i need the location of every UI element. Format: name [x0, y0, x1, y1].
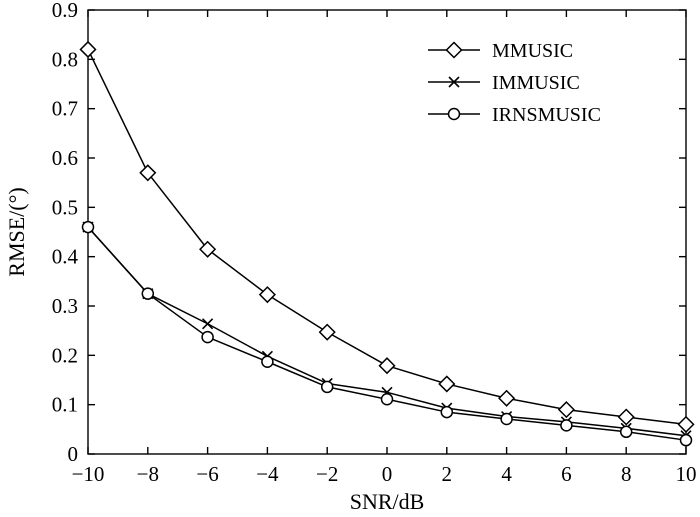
x-tick-label: 2: [442, 462, 453, 486]
x-tick-label: 8: [621, 462, 632, 486]
data-point-diamond: [258, 286, 276, 304]
data-point-circle: [141, 287, 155, 300]
legend-entry: MMUSIC: [428, 40, 573, 62]
data-point-circle: [261, 355, 274, 368]
y-tick-label: 0.5: [52, 195, 78, 219]
plot-area-frame: [87, 9, 687, 455]
data-point-circle: [201, 330, 214, 344]
legend-entry: IMMUSIC: [428, 72, 580, 94]
data-point-diamond: [318, 323, 336, 341]
cross-stroke: [448, 76, 460, 88]
data-point-cross: [202, 318, 214, 330]
data-point-cross: [448, 76, 460, 88]
cross-stroke: [202, 318, 214, 330]
x-tick-label: −4: [256, 462, 279, 486]
series-layer: [79, 40, 695, 447]
data-point-diamond: [438, 375, 456, 393]
legend-label: IRNSMUSIC: [492, 104, 601, 126]
data-point-diamond: [498, 389, 516, 407]
data-point-diamond: [557, 401, 575, 419]
x-tick-label: 0: [382, 462, 393, 486]
legend-entry: IRNSMUSIC: [428, 104, 601, 126]
data-point-diamond: [617, 408, 635, 426]
data-point-circle: [380, 392, 394, 406]
x-tick-label: −2: [316, 462, 338, 486]
data-point-diamond: [139, 164, 157, 182]
data-point-circle: [81, 220, 95, 234]
legend-label: IMMUSIC: [492, 72, 580, 94]
data-point-circle: [320, 380, 334, 394]
x-axis-title: SNR/dB: [350, 489, 425, 514]
y-tick-label: 0.3: [52, 294, 78, 318]
y-axis-title: RMSE/(°): [4, 187, 29, 276]
series-mmusic: [79, 40, 695, 433]
x-tick-label: 6: [561, 462, 572, 486]
data-point-circle: [560, 419, 573, 432]
data-point-diamond: [199, 240, 217, 258]
y-tick-label: 0.4: [52, 245, 79, 269]
data-point-diamond: [79, 40, 97, 59]
legend: MMUSIC IMMUSIC IRNSMUSIC: [428, 40, 601, 126]
x-tick-label: 4: [501, 462, 512, 486]
x-tick-label: −10: [72, 462, 105, 486]
data-point-circle: [447, 107, 461, 121]
series-immusic: [82, 221, 692, 442]
data-point-circle: [619, 425, 633, 439]
series-irnsmusic: [81, 220, 693, 447]
data-point-diamond: [378, 357, 396, 375]
y-tick-label: 0.1: [52, 393, 78, 417]
y-tick-label: 0.2: [52, 343, 78, 367]
y-tick-label: 0.7: [52, 97, 78, 121]
y-axis: 0 0.1 0.2 0.3 0.4 0.5 0.6 0.7 0.8 0.9: [52, 0, 686, 466]
data-point-diamond: [677, 415, 695, 433]
y-tick-label: 0.6: [52, 146, 78, 170]
data-point-circle: [500, 412, 513, 426]
y-tick-label: 0: [68, 442, 79, 466]
series-line: [87, 226, 687, 441]
legend-label: MMUSIC: [492, 40, 573, 62]
y-tick-label: 0.8: [52, 47, 78, 71]
x-axis: −10 −8 −6 −4 −2 0 2 4 6 8 10: [72, 10, 697, 486]
data-point-diamond: [445, 41, 463, 59]
data-point-circle: [679, 433, 693, 447]
data-point-circle: [440, 405, 454, 419]
x-tick-label: 10: [676, 462, 697, 486]
y-tick-label: 0.9: [52, 0, 78, 22]
x-tick-label: −8: [137, 462, 159, 486]
x-tick-label: −6: [196, 462, 218, 486]
